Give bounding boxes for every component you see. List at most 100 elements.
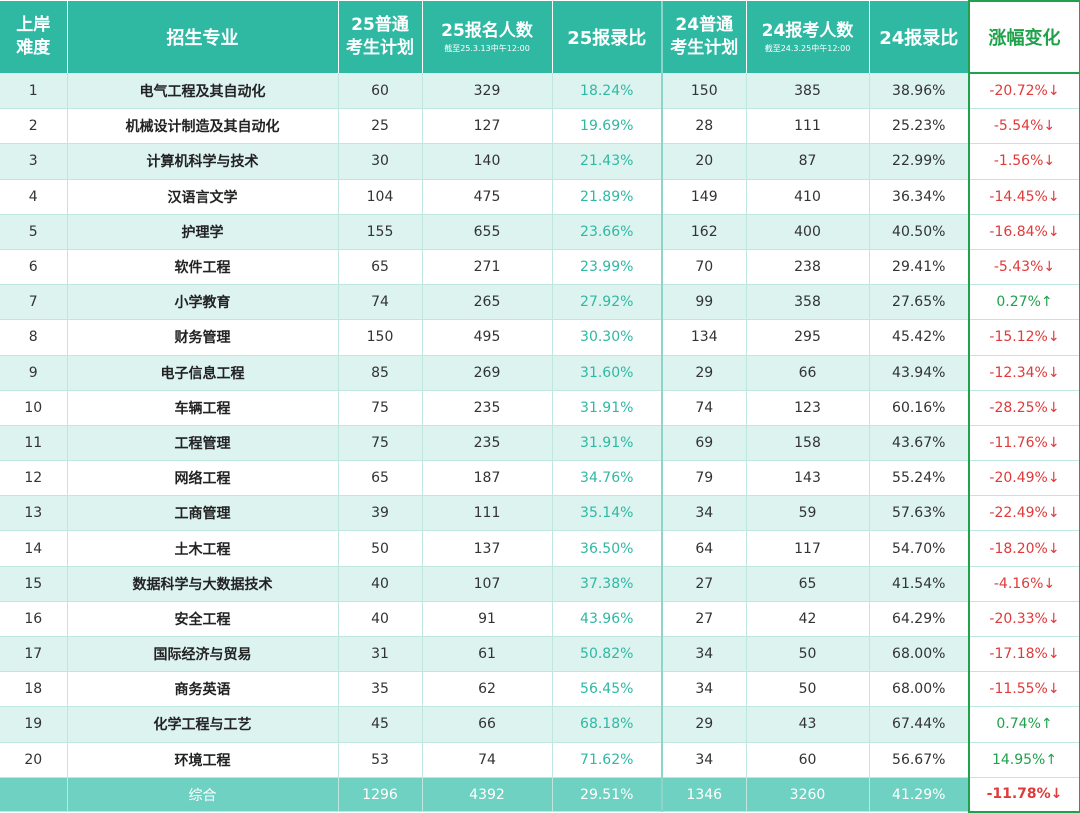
ratio25-cell: 31.60% (552, 355, 663, 391)
table-row: 2 机械设计制造及其自动化 25 127 19.69% 28 111 25.23% -5.54%… (0, 108, 1080, 145)
change-cell: -12.34%↓ (968, 355, 1080, 391)
ratio25-cell: 23.66% (552, 214, 663, 250)
apply25-cell: 265 (422, 284, 553, 321)
rank-cell: 12 (0, 460, 68, 497)
change-cell: -5.43%↓ (968, 249, 1080, 286)
plan25-cell: 85 (338, 355, 423, 391)
major-cell: 车辆工程 (67, 390, 339, 426)
plan25-cell: 155 (338, 214, 423, 250)
apply24-cell: 117 (746, 530, 870, 567)
apply25-cell: 235 (422, 390, 553, 426)
ratio25-cell: 37.38% (552, 566, 663, 602)
plan25-cell: 60 (338, 73, 423, 110)
change-cell: -11.55%↓ (968, 671, 1080, 708)
plan24-cell: 150 (662, 73, 747, 110)
apply24-cell: 66 (746, 355, 870, 391)
ratio24-cell: 36.34% (869, 179, 970, 215)
table-row: 18 商务英语 35 62 56.45% 34 50 68.00% -11.55%↓ (0, 671, 1080, 708)
change-cell: -22.49%↓ (968, 495, 1080, 532)
header-difficulty: 上岸 难度 (0, 1, 68, 73)
plan25-cell: 39 (338, 495, 423, 532)
table-row: 6 软件工程 65 271 23.99% 70 238 29.41% -5.43%↓ (0, 249, 1080, 286)
ratio25-cell: 31.91% (552, 390, 663, 426)
ratio25-cell: 21.43% (552, 143, 663, 180)
plan25-cell: 1296 (338, 777, 423, 813)
change-cell: -15.12%↓ (968, 319, 1080, 356)
apply25-cell: 235 (422, 425, 553, 462)
change-cell: -11.76%↓ (968, 425, 1080, 462)
apply24-cell: 123 (746, 390, 870, 426)
change-cell: -20.72%↓ (968, 73, 1080, 110)
change-cell: 0.27%↑ (968, 284, 1080, 321)
major-cell: 国际经济与贸易 (67, 636, 339, 673)
table-row: 15 数据科学与大数据技术 40 107 37.38% 27 65 41.54% -4.16%↓ (0, 566, 1080, 602)
apply25-cell: 269 (422, 355, 553, 391)
change-cell: -5.54%↓ (968, 108, 1080, 145)
major-cell: 土木工程 (67, 530, 339, 567)
apply24-cell: 3260 (746, 777, 870, 813)
header-plan24: 24普通 考生计划 (662, 1, 747, 73)
major-cell: 商务英语 (67, 671, 339, 708)
major-cell: 汉语言文学 (67, 179, 339, 215)
apply24-cell: 87 (746, 143, 870, 180)
plan24-cell: 99 (662, 284, 747, 321)
apply25-cell: 187 (422, 460, 553, 497)
plan25-cell: 75 (338, 390, 423, 426)
plan24-cell: 29 (662, 706, 747, 743)
ratio24-cell: 41.54% (869, 566, 970, 602)
apply25-cell: 495 (422, 319, 553, 356)
apply24-cell: 238 (746, 249, 870, 286)
apply25-cell: 66 (422, 706, 553, 743)
table-row: 11 工程管理 75 235 31.91% 69 158 43.67% -11.76%↓ (0, 425, 1080, 462)
ratio24-cell: 22.99% (869, 143, 970, 180)
ratio25-cell: 19.69% (552, 108, 663, 145)
apply24-cell: 59 (746, 495, 870, 532)
apply25-cell: 127 (422, 108, 553, 145)
plan24-cell: 34 (662, 671, 747, 708)
major-cell: 护理学 (67, 214, 339, 250)
change-cell: -11.78%↓ (968, 777, 1080, 813)
ratio25-cell: 71.62% (552, 742, 663, 778)
plan24-cell: 79 (662, 460, 747, 497)
ratio24-cell: 29.41% (869, 249, 970, 286)
major-cell: 网络工程 (67, 460, 339, 497)
rank-cell: 2 (0, 108, 68, 145)
table-row: 7 小学教育 74 265 27.92% 99 358 27.65% 0.27%↑ (0, 284, 1080, 321)
header-ratio24: 24报录比 (869, 1, 970, 73)
plan25-cell: 30 (338, 143, 423, 180)
change-cell: -28.25%↓ (968, 390, 1080, 426)
header-row: 上岸 难度 招生专业 25普通 考生计划 25报名人数 截至25.3.13中午1… (0, 0, 1080, 74)
apply24-cell: 60 (746, 742, 870, 778)
plan25-cell: 75 (338, 425, 423, 462)
plan24-cell: 29 (662, 355, 747, 391)
apply25-cell: 655 (422, 214, 553, 250)
apply24-cell: 400 (746, 214, 870, 250)
ratio25-cell: 31.91% (552, 425, 663, 462)
ratio24-cell: 68.00% (869, 636, 970, 673)
apply25-cell: 140 (422, 143, 553, 180)
apply25-cell: 137 (422, 530, 553, 567)
rank-cell: 20 (0, 742, 68, 778)
plan25-cell: 150 (338, 319, 423, 356)
table-row: 14 土木工程 50 137 36.50% 64 117 54.70% -18.20%↓ (0, 530, 1080, 567)
plan24-cell: 27 (662, 601, 747, 638)
apply24-cell: 42 (746, 601, 870, 638)
table-row: 12 网络工程 65 187 34.76% 79 143 55.24% -20.49%↓ (0, 460, 1080, 497)
plan24-cell: 134 (662, 319, 747, 356)
major-cell: 工商管理 (67, 495, 339, 532)
plan24-cell: 64 (662, 530, 747, 567)
plan25-cell: 53 (338, 742, 423, 778)
header-apply25: 25报名人数 截至25.3.13中午12:00 (422, 1, 553, 73)
ratio24-cell: 38.96% (869, 73, 970, 110)
rank-cell: 1 (0, 73, 68, 110)
rank-cell: 3 (0, 143, 68, 180)
plan24-cell: 20 (662, 143, 747, 180)
table-row: 20 环境工程 53 74 71.62% 34 60 56.67% 14.95%↑ (0, 742, 1080, 778)
ratio24-cell: 41.29% (869, 777, 970, 813)
rank-cell: 11 (0, 425, 68, 462)
ratio24-cell: 56.67% (869, 742, 970, 778)
ratio24-cell: 64.29% (869, 601, 970, 638)
major-cell: 电子信息工程 (67, 355, 339, 391)
apply24-cell: 358 (746, 284, 870, 321)
plan25-cell: 40 (338, 601, 423, 638)
